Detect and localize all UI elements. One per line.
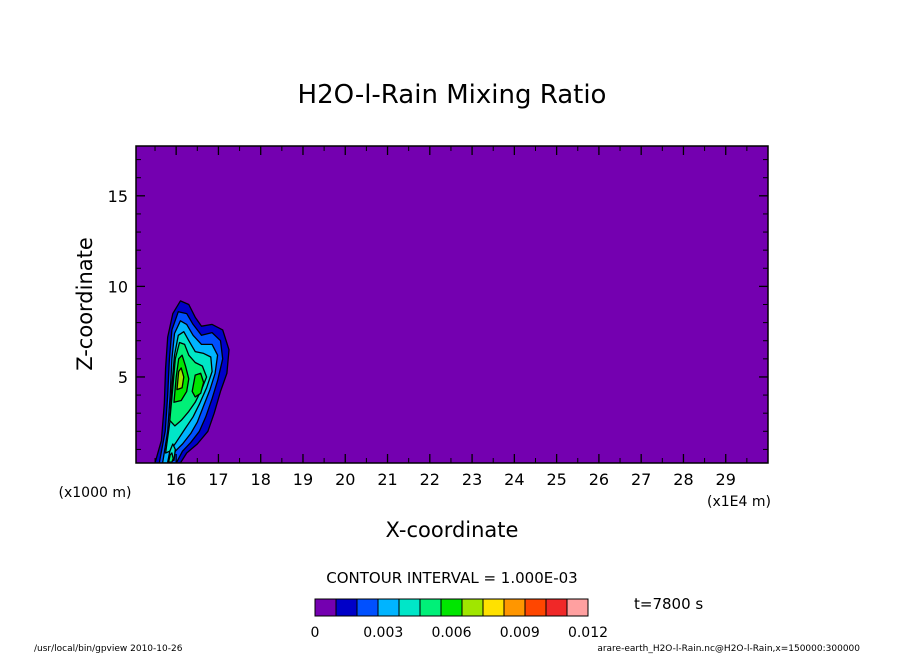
colorbar-swatch-6 xyxy=(440,598,463,617)
colorbar-tick-label: 0.003 xyxy=(363,625,403,641)
colorbar-tick-label: 0.006 xyxy=(431,625,471,641)
time-label: t=7800 s xyxy=(634,595,703,613)
y-tick-label: 5 xyxy=(118,368,128,387)
contour-interval-label: CONTOUR INTERVAL = 1.000E-03 xyxy=(326,569,577,587)
x-axis-label: X-coordinate xyxy=(386,518,519,542)
x-tick-label: 27 xyxy=(631,470,651,489)
chart-title: H2O-l-Rain Mixing Ratio xyxy=(298,80,607,110)
x-tick-label: 18 xyxy=(251,470,271,489)
footer-right: arare-earth_H2O-l-Rain.nc@H2O-l-Rain,x=1… xyxy=(597,644,860,654)
x-tick-label: 24 xyxy=(504,470,524,489)
colorbar-swatch-1 xyxy=(335,598,358,617)
y-tick-label: 15 xyxy=(108,187,128,206)
colorbar-tick-labels: 0 0.003 0.006 0.009 0.012 xyxy=(311,625,609,641)
x-tick-label: 28 xyxy=(673,470,693,489)
colorbar-tick-label: 0 xyxy=(311,625,320,641)
colorbar xyxy=(314,598,589,617)
colorbar-swatch-5 xyxy=(419,598,442,617)
plot-area xyxy=(136,146,768,463)
y-unit-label: (x1000 m) xyxy=(59,485,132,501)
colorbar-swatch-8 xyxy=(482,598,505,617)
x-tick-label: 17 xyxy=(208,470,228,489)
contour-region-6 xyxy=(191,372,205,398)
colorbar-swatch-3 xyxy=(377,598,400,617)
footer-left: /usr/local/bin/gpview 2010-10-26 xyxy=(34,644,183,654)
colorbar-swatch-0 xyxy=(314,598,337,617)
contour-regions xyxy=(154,300,230,463)
x-tick-label: 22 xyxy=(420,470,440,489)
colorbar-swatch-2 xyxy=(356,598,379,617)
x-tick-label: 29 xyxy=(716,470,736,489)
x-tick-label: 21 xyxy=(377,470,397,489)
colorbar-swatch-9 xyxy=(503,598,526,617)
y-tick-label: 10 xyxy=(108,277,128,296)
x-tick-label: 25 xyxy=(546,470,566,489)
colorbar-tick-label: 0.009 xyxy=(500,625,540,641)
x-tick-labels: 16 17 18 19 20 21 22 23 24 25 26 27 28 29 xyxy=(166,470,736,489)
y-axis-label: Z-coordinate xyxy=(73,237,97,371)
colorbar-swatch-7 xyxy=(461,598,484,617)
x-tick-label: 26 xyxy=(589,470,609,489)
x-tick-label: 19 xyxy=(293,470,313,489)
y-tick-labels: 5 10 15 xyxy=(108,187,128,387)
x-tick-label: 16 xyxy=(166,470,186,489)
x-unit-label: (x1E4 m) xyxy=(707,494,771,510)
colorbar-swatch-4 xyxy=(398,598,421,617)
contour-region-9 xyxy=(167,452,174,463)
colorbar-swatch-11 xyxy=(545,598,568,617)
x-tick-label: 23 xyxy=(462,470,482,489)
x-tick-label: 20 xyxy=(335,470,355,489)
contour-region-7 xyxy=(176,367,185,391)
colorbar-tick-label: 0.012 xyxy=(568,625,608,641)
colorbar-swatch-10 xyxy=(524,598,547,617)
colorbar-swatch-12 xyxy=(566,598,589,617)
axis-ticks xyxy=(136,146,768,463)
